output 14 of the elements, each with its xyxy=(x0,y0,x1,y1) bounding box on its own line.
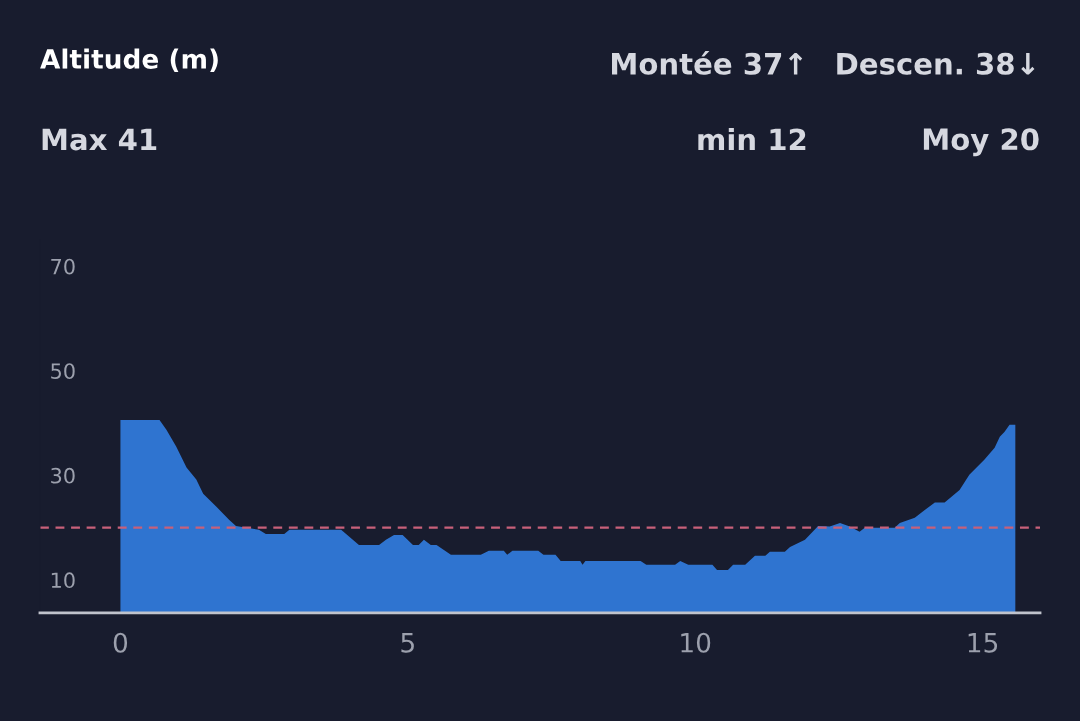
y-tick-label: 70 xyxy=(51,258,75,275)
y-tick-label: 50 xyxy=(51,363,75,379)
text: Descen. 38↓ xyxy=(837,52,1035,75)
x-tick-label: 10 xyxy=(681,632,711,653)
y-tick-label: 10 xyxy=(51,572,75,589)
text: Montée 37↑ xyxy=(612,51,803,75)
x-tick-label: 15 xyxy=(968,633,998,653)
y-tick-label: 30 xyxy=(51,467,75,484)
x-tick-label: 0 xyxy=(113,632,128,653)
text: Moy 20 xyxy=(923,128,1039,157)
text: min 12 xyxy=(698,127,806,151)
chart-title: Altitude (m) xyxy=(40,48,218,73)
x-tick-label: 5 xyxy=(401,633,414,653)
text: Max 41 xyxy=(42,128,157,151)
